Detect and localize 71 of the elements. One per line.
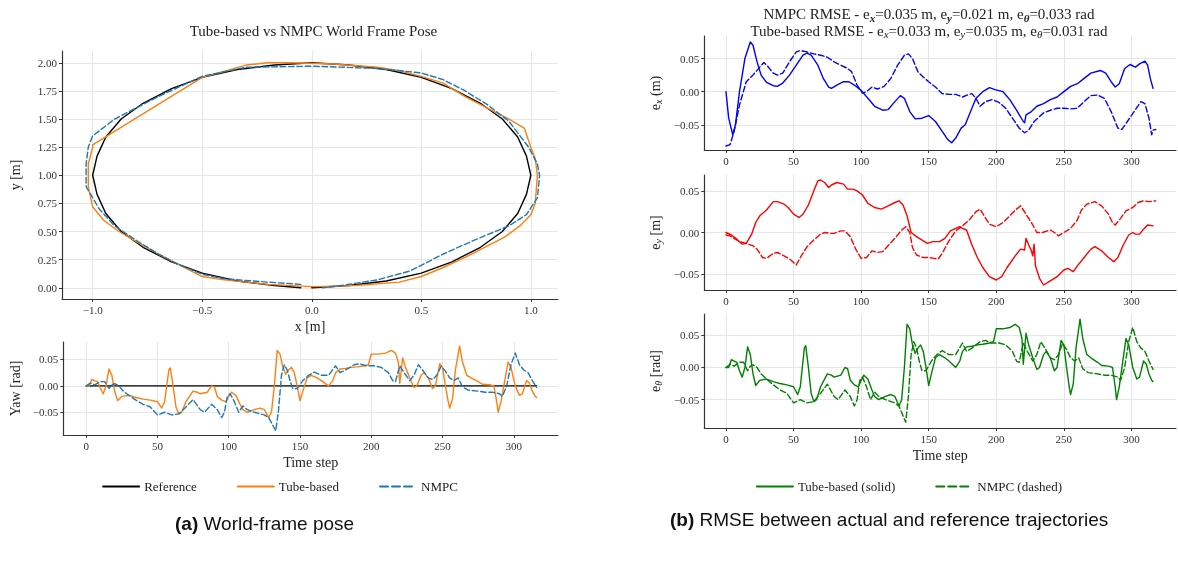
x-tick-label: 300 xyxy=(1123,432,1141,445)
x-tick-label: 200 xyxy=(988,432,1006,445)
x-tick-label: 0.5 xyxy=(414,303,429,316)
x-tick-label: 250 xyxy=(1055,294,1073,307)
x-tick-label: 300 xyxy=(1123,154,1141,167)
x-tick-label: 250 xyxy=(434,439,452,452)
text: (b) RMSE between actual and reference trajectories xyxy=(670,508,1110,532)
y-tick-label: 0.00 xyxy=(37,281,58,294)
x-tick-label: 100 xyxy=(220,439,238,452)
x-tick-label: 0.0 xyxy=(304,303,320,316)
y-tick-label: −0.05 xyxy=(673,118,700,131)
legend-label: NMPC (dashed) xyxy=(977,479,1063,494)
x-tick-label: 150 xyxy=(920,154,938,167)
x-tick-label: 50 xyxy=(788,154,800,167)
y-tick-label: 0.25 xyxy=(37,253,58,266)
y-tick-label: 0.05 xyxy=(680,329,700,342)
y-tick-label: 0.05 xyxy=(39,353,59,366)
x-tick-label: 250 xyxy=(1055,154,1073,167)
y-tick-label: 1.25 xyxy=(37,141,58,154)
x-tick-label: 200 xyxy=(363,439,381,452)
legend-label: NMPC xyxy=(421,479,458,494)
x-tick-label: 1.0 xyxy=(523,303,539,316)
y-tick-label: −0.05 xyxy=(673,268,700,281)
x-axis-title: Time step xyxy=(912,448,968,464)
x-tick-label: −0.5 xyxy=(192,303,213,316)
x-tick-label: 300 xyxy=(505,439,523,452)
x-tick-label: 50 xyxy=(788,432,800,445)
x-tick-label: 150 xyxy=(291,439,309,452)
chart-title: Tube-based vs NMPC World Frame Pose xyxy=(189,22,438,39)
y-tick-label: 0.05 xyxy=(680,52,700,65)
y-axis-title: ey [m] xyxy=(647,215,664,250)
y-tick-label: 0.00 xyxy=(680,226,700,239)
x-tick-label: 150 xyxy=(920,294,938,307)
line-series xyxy=(85,352,538,432)
x-tick-label: −1.0 xyxy=(82,303,104,316)
x-tick-label: 50 xyxy=(788,294,800,307)
y-axis-title: y [m] xyxy=(7,159,23,191)
x-tick-label: 200 xyxy=(988,154,1006,167)
y-tick-label: 0.00 xyxy=(39,379,59,392)
y-tick-label: 2.00 xyxy=(37,56,58,69)
x-tick-label: 250 xyxy=(1055,432,1073,445)
legend-label: Tube-based xyxy=(278,479,340,494)
y-tick-label: 0.75 xyxy=(37,197,58,210)
y-axis-title: Yaw [rad] xyxy=(7,360,23,417)
x-tick-label: 100 xyxy=(852,294,870,307)
x-tick-label: 0 xyxy=(723,432,730,445)
x-tick-label: 100 xyxy=(852,154,870,167)
x-tick-label: 50 xyxy=(151,439,164,452)
y-tick-label: −0.05 xyxy=(673,393,700,406)
y-tick-label: 1.50 xyxy=(37,113,58,126)
x-tick-label: 0 xyxy=(723,294,730,307)
x-axis-title: Time step xyxy=(283,455,339,471)
x-tick-label: 100 xyxy=(852,432,870,445)
y-tick-label: 1.00 xyxy=(37,169,58,182)
text: (a) World-frame pose xyxy=(175,512,356,536)
y-axis-title: eθ [rad] xyxy=(647,350,664,392)
y-tick-label: 0.00 xyxy=(680,85,700,98)
x-tick-label: 300 xyxy=(1123,294,1141,307)
x-tick-label: 0 xyxy=(723,154,730,167)
legend-label: Tube-based (solid) xyxy=(797,479,896,494)
x-tick-label: 0 xyxy=(83,439,90,452)
y-tick-label: 0.00 xyxy=(680,361,700,374)
y-tick-label: 0.50 xyxy=(37,225,58,238)
x-axis-title: x [m] xyxy=(294,319,326,335)
y-tick-label: 0.05 xyxy=(680,184,700,197)
x-tick-label: 200 xyxy=(988,294,1006,307)
line-series xyxy=(85,345,538,419)
legend-label: Reference xyxy=(144,479,198,494)
y-tick-label: −0.05 xyxy=(32,406,59,419)
y-tick-label: 1.75 xyxy=(37,84,58,97)
x-tick-label: 150 xyxy=(920,432,938,445)
